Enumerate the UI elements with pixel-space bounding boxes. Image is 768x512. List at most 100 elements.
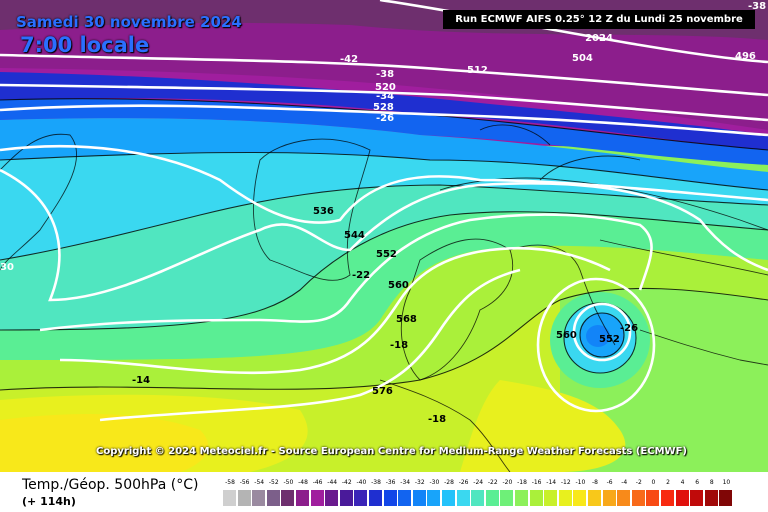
local-time: 7:00 locale: [20, 33, 150, 57]
svg-text:568: 568: [396, 314, 417, 325]
legend-swatch: [515, 490, 528, 506]
legend-swatch: [383, 490, 397, 506]
legend-label: -52: [268, 479, 279, 486]
legend-label: 10: [722, 479, 731, 486]
svg-text:504: 504: [572, 53, 593, 64]
legend-label: -16: [531, 479, 542, 486]
legend-label: -50: [283, 479, 294, 486]
legend-swatch: [266, 490, 280, 506]
legend-swatch: [544, 490, 558, 506]
legend-label: -34: [400, 479, 411, 486]
svg-text:-18: -18: [428, 414, 446, 425]
legend-label: -4: [621, 479, 628, 486]
legend-swatch: [690, 490, 704, 506]
legend-label: 6: [695, 479, 700, 486]
legend-swatch: [369, 490, 382, 506]
legend-swatch: [631, 490, 645, 506]
legend-swatch: [471, 490, 485, 506]
legend-swatch: [675, 490, 689, 506]
legend-label: -8: [592, 479, 598, 486]
parameter-label: Temp./Géop. 500hPa (°C): [22, 477, 199, 493]
svg-text:536: 536: [313, 206, 334, 217]
legend-swatch: [325, 490, 339, 506]
legend-swatch: [339, 490, 353, 506]
legend-label: -12: [560, 479, 571, 486]
legend-label: 8: [709, 479, 714, 486]
legend-swatch: [617, 490, 631, 506]
legend-label: -40: [356, 479, 367, 486]
legend-swatch: [646, 490, 660, 506]
legend-label: -38: [371, 479, 381, 486]
svg-text:520: 520: [375, 82, 396, 93]
legend-label: -44: [327, 479, 338, 486]
legend-label: -20: [502, 479, 513, 486]
svg-text:-38: -38: [376, 69, 394, 80]
legend-label: -54: [254, 479, 265, 486]
legend-label: -36: [385, 479, 396, 486]
copyright-text: Copyright © 2024 Meteociel.fr - Source E…: [96, 446, 687, 457]
svg-text:-22: -22: [352, 270, 370, 281]
svg-text:552: 552: [599, 334, 620, 345]
weather-map: 496 504 512 520 528 536 544 552 560 568 …: [0, 0, 768, 472]
legend-swatch: [310, 490, 324, 506]
svg-text:-42: -42: [340, 54, 358, 65]
legend-label: -10: [575, 479, 586, 486]
legend-label: -22: [487, 479, 498, 486]
run-info: Run ECMWF AIFS 0.25° 12 Z du Lundi 25 no…: [443, 10, 755, 44]
legend-swatch: [485, 490, 499, 506]
svg-text:-14: -14: [132, 375, 150, 386]
legend-label: -2: [635, 479, 642, 486]
svg-text:528: 528: [373, 102, 394, 113]
legend-label: -24: [473, 479, 484, 486]
legend-swatch: [281, 490, 295, 506]
legend-label: -6: [606, 479, 613, 486]
map-canvas: 496 504 512 520 528 536 544 552 560 568 …: [0, 0, 768, 472]
legend-swatch: [442, 490, 455, 506]
legend-swatch: [252, 490, 266, 506]
legend-swatch: [558, 490, 572, 506]
svg-text:552: 552: [376, 249, 397, 260]
svg-text:576: 576: [372, 386, 393, 397]
legend-label: -56: [239, 479, 250, 486]
legend-label: 4: [680, 479, 685, 486]
legend-swatch: [588, 490, 601, 506]
legend-swatch: [661, 490, 674, 506]
legend-swatch: [602, 490, 616, 506]
legend-swatch: [500, 490, 514, 506]
forecast-date: Samedi 30 novembre 2024: [16, 13, 242, 31]
legend-swatch: [398, 490, 412, 506]
legend-swatch: [354, 490, 368, 506]
legend-label: -30: [429, 479, 440, 486]
legend-swatch: [427, 490, 441, 506]
svg-text:30: 30: [0, 262, 14, 273]
legend-label: -14: [546, 479, 557, 486]
svg-text:512: 512: [467, 65, 488, 76]
legend-label: 0: [651, 479, 656, 486]
legend-label: -26: [458, 479, 469, 486]
svg-text:560: 560: [556, 330, 577, 341]
legend-swatch: [456, 490, 470, 506]
svg-text:544: 544: [344, 230, 365, 241]
legend-swatch: [237, 490, 251, 506]
legend-label: -58: [225, 479, 235, 486]
label-504-496: 496: [735, 51, 756, 62]
svg-text:560: 560: [388, 280, 409, 291]
svg-text:-34: -34: [376, 91, 394, 102]
legend-swatch: [704, 490, 718, 506]
legend-label: 2: [666, 479, 670, 486]
lead-time: (+ 114h): [22, 495, 76, 508]
svg-text:-26: -26: [376, 113, 394, 124]
legend-swatch: [412, 490, 426, 506]
legend-label: -32: [414, 479, 425, 486]
legend-swatch: [573, 490, 587, 506]
legend-label: -46: [312, 479, 323, 486]
svg-text:-38: -38: [748, 1, 766, 12]
legend-swatch: [223, 490, 236, 506]
legend-swatch: [719, 490, 733, 506]
legend-swatch: [296, 490, 309, 506]
legend-label: -18: [517, 479, 527, 486]
legend-label: -42: [341, 479, 352, 486]
legend-swatch: [529, 490, 543, 506]
svg-text:-18: -18: [390, 340, 408, 351]
legend-label: -28: [444, 479, 454, 486]
